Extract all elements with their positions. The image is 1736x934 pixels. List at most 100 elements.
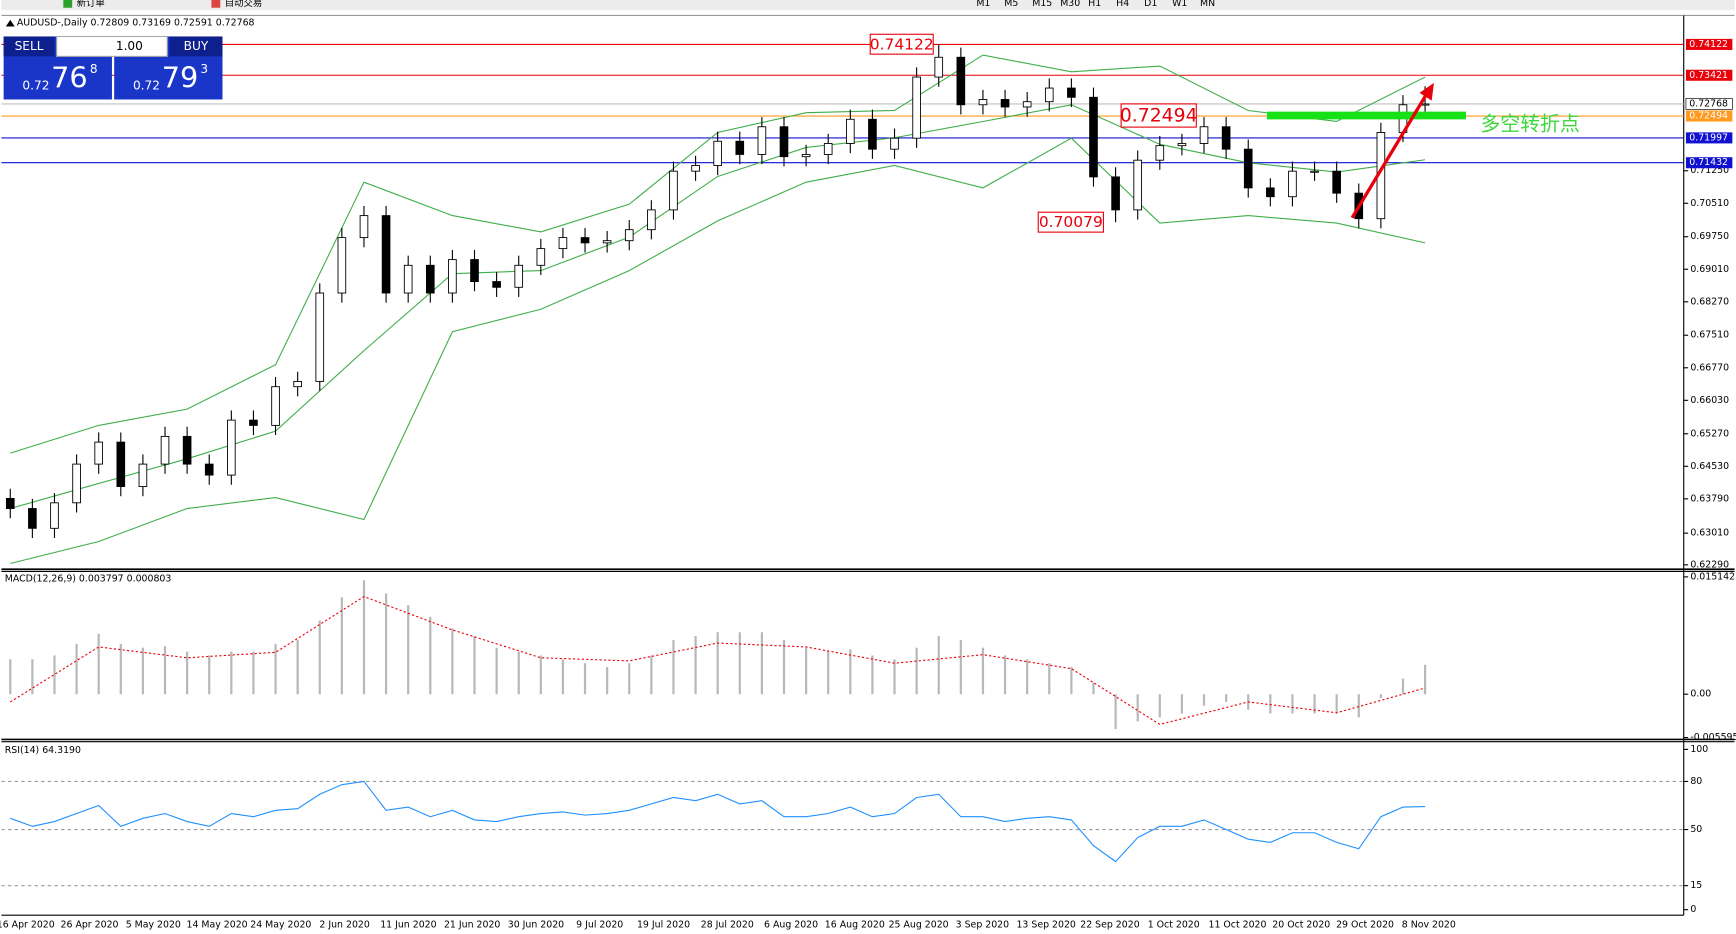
chart-title: AUDUSD-,Daily 0.72809 0.73169 0.72591 0.… — [17, 18, 255, 29]
lot-value[interactable]: 1.00 — [116, 39, 143, 53]
candle-body — [315, 292, 325, 382]
candle-body — [182, 435, 192, 465]
timeframe-button[interactable]: H1 — [1088, 0, 1101, 9]
y-tick-label: 0.65270 — [1690, 428, 1729, 439]
candle-body — [624, 229, 634, 242]
candle-body — [28, 508, 37, 529]
y-tick-label: 0.66030 — [1690, 395, 1729, 406]
level-label-box — [1685, 69, 1733, 81]
candle-body — [293, 380, 302, 388]
level-label-box — [1685, 38, 1733, 50]
trend-arrow — [1350, 91, 1429, 219]
candle-body — [1310, 170, 1319, 173]
autotrade-icon[interactable] — [211, 0, 221, 8]
y-tick-label: -0.005595 — [1690, 732, 1736, 743]
x-tick-label: 29 Oct 2020 — [1336, 920, 1394, 931]
level-label: 0.72494 — [1689, 111, 1728, 122]
x-tick-label: 26 Apr 2020 — [61, 920, 119, 931]
candle-body — [1266, 187, 1275, 198]
candle-body — [536, 248, 546, 266]
annotation-box — [1120, 103, 1197, 128]
level-label: 0.71997 — [1689, 132, 1728, 143]
candle-body — [227, 419, 236, 476]
candle-body — [669, 170, 678, 211]
candle-body — [514, 264, 524, 288]
macd-signal — [9, 595, 1426, 726]
sell-price-small: 8 — [90, 62, 98, 76]
candle-body — [337, 237, 347, 294]
level-label: 0.71432 — [1689, 157, 1728, 168]
candle-body — [580, 237, 590, 244]
candle-body — [1067, 87, 1076, 98]
candle-body — [713, 140, 722, 166]
x-tick-label: 16 Aug 2020 — [825, 920, 885, 931]
candle-body — [359, 215, 369, 239]
candle-body — [1111, 176, 1120, 211]
annotation-box — [869, 33, 934, 55]
candle-body — [1221, 126, 1231, 150]
marks: 16 Apr 2020 26 Apr 2020 5 May 2020 14 May 2… — [0, 38, 1736, 931]
candle-body — [1089, 96, 1098, 178]
timeframe-button[interactable]: W1 — [1172, 0, 1187, 9]
title-arrow — [5, 19, 15, 27]
current-price-box — [1685, 98, 1733, 110]
x-tick-label: 25 Aug 2020 — [889, 920, 949, 931]
x-tick-label: 19 Jul 2020 — [637, 920, 690, 931]
x-tick-label: 11 Oct 2020 — [1209, 920, 1267, 931]
candle-body — [691, 165, 700, 172]
candle-body — [735, 140, 745, 155]
timeframe-button[interactable]: M5 — [1004, 0, 1018, 9]
toolbar-item[interactable]: 新订单 — [77, 0, 105, 9]
candle-body — [1288, 170, 1297, 198]
x-tick-label: 16 Apr 2020 — [0, 920, 55, 931]
y-tick-label: 0.68270 — [1690, 296, 1729, 307]
y-tick-label: 0.71250 — [1690, 165, 1729, 176]
x-tick-label: 1 Oct 2020 — [1148, 920, 1200, 931]
x-tick-label: 2 Jun 2020 — [319, 920, 369, 931]
candle-body — [204, 463, 214, 476]
candle-body — [934, 56, 944, 78]
timeframe-button[interactable]: M1 — [976, 0, 990, 9]
x-tick-label: 6 Aug 2020 — [764, 920, 818, 931]
candle-body — [823, 143, 833, 155]
x-tick-label: 13 Sep 2020 — [1016, 920, 1075, 931]
timeframe-button[interactable]: MN — [1200, 0, 1215, 9]
trend-arrow-head — [1419, 82, 1434, 101]
y-tick-label: 0.015142 — [1690, 571, 1735, 582]
lot-input[interactable] — [56, 35, 168, 57]
candle-body — [1199, 126, 1209, 144]
x-tick-label: 24 May 2020 — [250, 920, 311, 931]
toolbar-item[interactable]: 自动交易 — [225, 0, 263, 9]
candle-body — [271, 386, 280, 426]
timeframe-button[interactable]: D1 — [1144, 0, 1157, 9]
rsi-title: RSI(14) 64.3190 — [5, 745, 81, 756]
y-tick-label: 0.63790 — [1690, 493, 1729, 504]
candle-body — [403, 264, 413, 294]
candle-body — [1332, 170, 1341, 194]
candle-body — [1133, 159, 1143, 211]
x-tick-label: 8 Nov 2020 — [1402, 920, 1456, 931]
buy-price-prefix: 0.72 — [133, 79, 160, 93]
timeframe-button[interactable]: M30 — [1060, 0, 1080, 9]
level-label-box — [1685, 132, 1733, 144]
candle-body — [381, 215, 391, 294]
candle-body — [72, 463, 81, 504]
bollinger-lower — [10, 137, 1426, 565]
candle-body — [868, 118, 877, 150]
new-order-icon[interactable] — [63, 0, 73, 8]
x-tick-label: 9 Jul 2020 — [576, 920, 623, 931]
y-tick-label: 50 — [1690, 824, 1702, 835]
y-tick-label: 100 — [1690, 744, 1708, 755]
candle-body — [448, 259, 457, 294]
timeframe-button[interactable]: H4 — [1116, 0, 1129, 9]
x-tick-label: 11 Jun 2020 — [380, 920, 436, 931]
buy-button[interactable] — [169, 36, 223, 57]
candle-body — [1000, 99, 1010, 108]
sell-label[interactable]: SELL — [15, 39, 44, 53]
buy-label[interactable]: BUY — [184, 39, 209, 53]
y-tick-label: 0.63010 — [1690, 528, 1729, 539]
sell-button[interactable] — [3, 36, 55, 57]
timeframe-button[interactable]: M15 — [1032, 0, 1052, 9]
